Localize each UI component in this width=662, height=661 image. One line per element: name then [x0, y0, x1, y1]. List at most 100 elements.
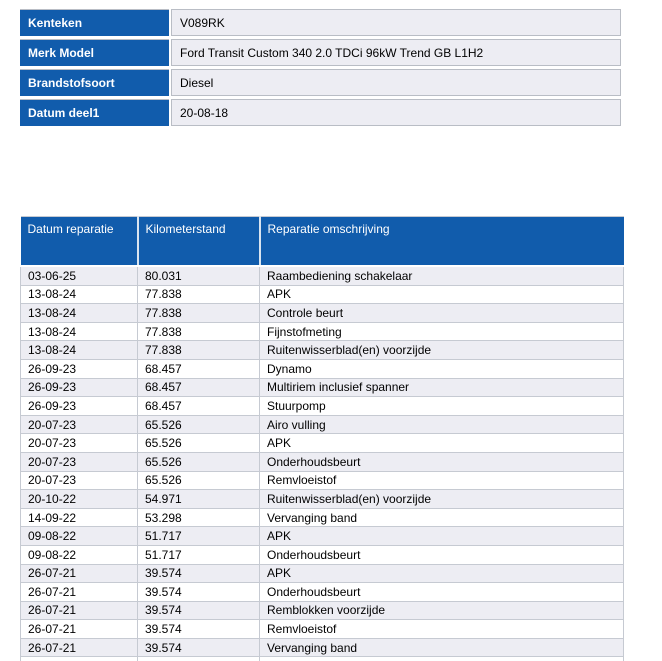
cell-kilometerstand: 54.971 [137, 489, 260, 509]
cell-kilometerstand: 65.526 [137, 433, 260, 453]
cell-reparatie-omschrijving: Vervanging band [259, 637, 624, 658]
table-row: 09-08-22 51.717 Onderhoudsbeurt [20, 544, 624, 565]
cell-datum-reparatie: 09-08-22 [20, 526, 138, 546]
table-row: 20-10-22 54.971 Ruitenwisserblad(en) voo… [20, 489, 624, 509]
cell-kilometerstand: 65.526 [137, 414, 260, 435]
cell-datum-reparatie: 09-08-22 [20, 544, 138, 565]
cell-datum-reparatie: 20-07-23 [20, 470, 138, 491]
field-value: Ford Transit Custom 340 2.0 TDCi 96kW Tr… [171, 39, 621, 66]
cell-datum-reparatie: 26-09-23 [20, 396, 138, 416]
cell-datum-reparatie [20, 656, 138, 661]
table-row: 26-09-23 68.457 Dynamo [20, 358, 624, 379]
table-row-partial [20, 656, 624, 661]
cell-kilometerstand: 80.031 [137, 265, 260, 286]
cell-reparatie-omschrijving: APK [259, 526, 624, 546]
cell-datum-reparatie: 26-09-23 [20, 377, 138, 398]
cell-reparatie-omschrijving: APK [259, 563, 624, 584]
cell-reparatie-omschrijving: Ruitenwisserblad(en) voorzijde [259, 340, 624, 360]
cell-datum-reparatie: 13-08-24 [20, 340, 138, 360]
cell-kilometerstand: 39.574 [137, 600, 260, 621]
table-row: 13-08-24 77.838 Ruitenwisserblad(en) voo… [20, 340, 624, 360]
cell-reparatie-omschrijving: Remvloeistof [259, 619, 624, 639]
cell-reparatie-omschrijving: Airo vulling [259, 414, 624, 435]
cell-reparatie-omschrijving: Raambediening schakelaar [259, 265, 624, 286]
repair-table-header-row: Datum reparatie Kilometerstand Reparatie… [20, 216, 624, 267]
cell-kilometerstand: 39.574 [137, 619, 260, 639]
cell-reparatie-omschrijving: Multiriem inclusief spanner [259, 377, 624, 398]
cell-datum-reparatie: 13-08-24 [20, 321, 138, 342]
table-row: 14-09-22 53.298 Vervanging band [20, 507, 624, 528]
table-row: 20-07-23 65.526 APK [20, 433, 624, 453]
cell-reparatie-omschrijving: Vervanging band [259, 507, 624, 528]
vehicle-info-row: Datum deel1 20-08-18 [20, 99, 621, 126]
cell-reparatie-omschrijving [259, 656, 624, 661]
cell-reparatie-omschrijving: APK [259, 284, 624, 305]
cell-reparatie-omschrijving: Controle beurt [259, 303, 624, 323]
cell-kilometerstand: 39.574 [137, 637, 260, 658]
repair-table-body: 03-06-25 80.031 Raambediening schakelaar… [20, 265, 624, 661]
table-row: 26-07-21 39.574 Remblokken voorzijde [20, 600, 624, 621]
vehicle-info-row: Merk Model Ford Transit Custom 340 2.0 T… [20, 39, 621, 66]
cell-datum-reparatie: 13-08-24 [20, 303, 138, 323]
table-row: 26-07-21 39.574 Onderhoudsbeurt [20, 582, 624, 602]
table-row: 09-08-22 51.717 APK [20, 526, 624, 546]
cell-kilometerstand: 77.838 [137, 303, 260, 323]
column-header-datum-reparatie: Datum reparatie [20, 216, 138, 267]
field-label: Merk Model [20, 39, 169, 66]
field-value: Diesel [171, 69, 621, 96]
column-header-kilometerstand: Kilometerstand [136, 216, 260, 267]
table-row: 26-07-21 39.574 Remvloeistof [20, 619, 624, 639]
cell-datum-reparatie: 26-09-23 [20, 358, 138, 379]
cell-datum-reparatie: 26-07-21 [20, 619, 138, 639]
cell-kilometerstand: 77.838 [137, 284, 260, 305]
vehicle-info-row: Brandstofsoort Diesel [20, 69, 621, 96]
cell-reparatie-omschrijving: Dynamo [259, 358, 624, 379]
cell-kilometerstand: 77.838 [137, 340, 260, 360]
cell-datum-reparatie: 20-10-22 [20, 489, 138, 509]
cell-kilometerstand: 39.574 [137, 582, 260, 602]
table-row: 26-07-21 39.574 Vervanging band [20, 637, 624, 658]
vehicle-info-row: Kenteken V089RK [20, 9, 621, 36]
column-header-reparatie-omschrijving: Reparatie omschrijving [258, 216, 624, 267]
table-row: 26-07-21 39.574 APK [20, 563, 624, 584]
table-row: 26-09-23 68.457 Stuurpomp [20, 396, 624, 416]
table-row: 26-09-23 68.457 Multiriem inclusief span… [20, 377, 624, 398]
vehicle-info-table: Kenteken V089RK Merk Model Ford Transit … [18, 6, 623, 129]
repair-history-table: Datum reparatie Kilometerstand Reparatie… [20, 216, 624, 661]
table-row: 03-06-25 80.031 Raambediening schakelaar [20, 265, 624, 286]
table-row: 20-07-23 65.526 Airo vulling [20, 414, 624, 435]
cell-kilometerstand: 65.526 [137, 470, 260, 491]
cell-reparatie-omschrijving: Stuurpomp [259, 396, 624, 416]
cell-datum-reparatie: 20-07-23 [20, 433, 138, 453]
cell-datum-reparatie: 13-08-24 [20, 284, 138, 305]
cell-datum-reparatie: 20-07-23 [20, 414, 138, 435]
cell-kilometerstand: 68.457 [137, 358, 260, 379]
cell-reparatie-omschrijving: Onderhoudsbeurt [259, 582, 624, 602]
cell-datum-reparatie: 20-07-23 [20, 451, 138, 472]
table-row: 13-08-24 77.838 APK [20, 284, 624, 305]
cell-kilometerstand: 77.838 [137, 321, 260, 342]
field-value: V089RK [171, 9, 621, 36]
cell-kilometerstand: 51.717 [137, 544, 260, 565]
cell-kilometerstand: 39.574 [137, 563, 260, 584]
cell-datum-reparatie: 26-07-21 [20, 582, 138, 602]
field-value: 20-08-18 [171, 99, 621, 126]
cell-datum-reparatie: 26-07-21 [20, 600, 138, 621]
table-row: 13-08-24 77.838 Fijnstofmeting [20, 321, 624, 342]
cell-reparatie-omschrijving: Ruitenwisserblad(en) voorzijde [259, 489, 624, 509]
cell-datum-reparatie: 14-09-22 [20, 507, 138, 528]
cell-kilometerstand [137, 656, 260, 661]
cell-reparatie-omschrijving: Onderhoudsbeurt [259, 544, 624, 565]
cell-datum-reparatie: 26-07-21 [20, 637, 138, 658]
cell-kilometerstand: 65.526 [137, 451, 260, 472]
table-row: 20-07-23 65.526 Onderhoudsbeurt [20, 451, 624, 472]
cell-datum-reparatie: 03-06-25 [20, 265, 138, 286]
table-row: 20-07-23 65.526 Remvloeistof [20, 470, 624, 491]
field-label: Kenteken [20, 9, 169, 36]
cell-reparatie-omschrijving: Onderhoudsbeurt [259, 451, 624, 472]
field-label: Brandstofsoort [20, 69, 169, 96]
cell-kilometerstand: 53.298 [137, 507, 260, 528]
field-label: Datum deel1 [20, 99, 169, 126]
cell-kilometerstand: 68.457 [137, 396, 260, 416]
